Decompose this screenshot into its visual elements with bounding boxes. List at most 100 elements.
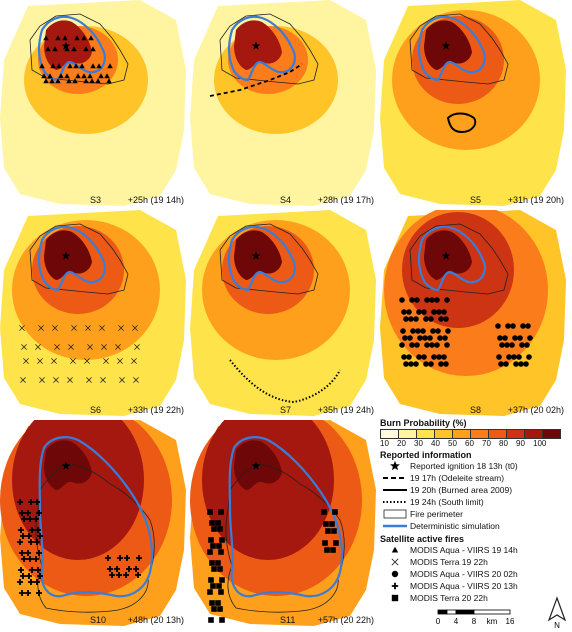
plus-marker — [135, 572, 141, 578]
panel-time-label: +57h (20 22h) — [317, 615, 374, 625]
triangle-marker — [391, 546, 399, 553]
box-legend-icon — [380, 508, 410, 520]
ignition-star-icon — [251, 41, 261, 50]
plus-marker — [25, 510, 31, 516]
triangle-marker — [43, 35, 49, 41]
perimeter-box-icon — [383, 509, 407, 519]
x-marker — [71, 325, 77, 331]
deterministic-simulation-line — [417, 15, 486, 82]
legend-row: MODIS Aqua - VIIRS 20 02h — [380, 568, 570, 580]
triangle-marker — [52, 46, 58, 52]
triangle-marker — [106, 78, 112, 84]
plus-marker — [117, 555, 123, 561]
circle-marker — [414, 297, 420, 303]
colorbar-tick: 100 — [533, 439, 547, 448]
legend-label: 19 20h (Burned area 2009) — [410, 485, 513, 495]
triangle-marker — [72, 78, 78, 84]
square-marker — [207, 549, 213, 555]
x-marker — [52, 325, 58, 331]
panel-scenario-label: S10 — [90, 615, 107, 625]
star-legend-icon — [380, 460, 410, 472]
plus-marker — [28, 499, 34, 505]
circle-marker — [509, 342, 515, 348]
map-canvas — [380, 0, 566, 206]
legend-label: MODIS Aqua - VIIRS 20 13h — [410, 581, 518, 591]
legend-row: MODIS Aqua - VIIRS 19 14h — [380, 544, 570, 556]
burn-probability-title: Burn Probability (%) — [380, 418, 467, 428]
dot-legend-icon — [380, 496, 410, 508]
plus-marker — [19, 510, 25, 516]
circle-marker — [414, 342, 420, 348]
north-label: N — [554, 621, 560, 630]
circle-marker — [437, 335, 443, 341]
triangle-marker — [66, 78, 72, 84]
map-canvas — [0, 210, 186, 416]
plus-marker — [28, 539, 34, 545]
ignition-star-icon — [61, 251, 71, 260]
plus-marker — [35, 567, 41, 573]
plus-marker — [35, 527, 41, 533]
circle-marker — [400, 328, 406, 334]
panel-time-label: +48h (20 13h) — [127, 615, 184, 625]
deterministic-simulation-line — [38, 436, 154, 598]
burn-probability-colorbar — [380, 429, 570, 439]
plus-marker — [19, 590, 25, 596]
colorbar-swatch — [506, 429, 524, 439]
square-marker — [216, 583, 222, 589]
plus-marker — [391, 582, 399, 590]
square-marker — [331, 528, 337, 534]
circle-marker — [406, 354, 412, 360]
panel-scenario-label: S4 — [280, 195, 292, 205]
triangle-marker — [55, 35, 61, 41]
panel-scenario-label: S11 — [280, 615, 296, 625]
colorbar-swatch — [470, 429, 488, 439]
plus-marker — [34, 539, 40, 545]
x-marker — [119, 377, 125, 383]
legend-row: MODIS Terra 20 22h — [380, 592, 570, 604]
x-marker — [67, 377, 73, 383]
map-panel-s3: S3 +25h (19 14h) — [0, 0, 186, 206]
circle-marker — [401, 309, 407, 315]
circle-marker — [438, 316, 444, 322]
plus-marker — [21, 556, 27, 562]
x-marker — [37, 358, 43, 364]
plus-marker — [34, 579, 40, 585]
x-marker — [131, 358, 137, 364]
triangle-marker — [58, 73, 64, 79]
x-marker — [68, 344, 74, 350]
circle-marker — [434, 297, 440, 303]
circle-marker — [421, 309, 427, 315]
square-marker — [322, 540, 328, 546]
plus-marker — [20, 533, 26, 539]
x-marker — [23, 358, 29, 364]
reported-info-title: Reported information — [380, 450, 472, 460]
ignition-star-icon — [251, 251, 261, 260]
circle-marker — [417, 335, 423, 341]
panel-time-label: +35h (19 24h) — [317, 405, 374, 415]
triangle-marker — [95, 78, 101, 84]
square-marker — [217, 606, 223, 612]
dash-legend-icon — [380, 472, 410, 484]
triangle-marker — [64, 46, 70, 52]
triangle-marker — [104, 73, 110, 79]
square-marker — [217, 566, 223, 572]
ignition-star-icon — [441, 251, 451, 260]
legend-row: 19 20h (Burned area 2009) — [380, 484, 570, 496]
circle-marker — [434, 342, 440, 348]
circle-marker — [517, 335, 523, 341]
circle-marker — [428, 316, 434, 322]
triangle-marker — [107, 63, 113, 69]
circle-marker — [519, 342, 525, 348]
circle-marker — [431, 354, 437, 360]
circle-marker — [429, 342, 435, 348]
x-marker — [35, 344, 41, 350]
circle-marker — [428, 361, 434, 367]
circle-marker — [410, 328, 416, 334]
x-marker — [70, 358, 76, 364]
circle-marker — [438, 361, 444, 367]
panel-scenario-label: S6 — [90, 405, 102, 415]
square-marker — [218, 549, 224, 555]
circle-marker — [403, 361, 409, 367]
square-legend-icon — [380, 592, 410, 604]
square-marker — [209, 520, 215, 526]
